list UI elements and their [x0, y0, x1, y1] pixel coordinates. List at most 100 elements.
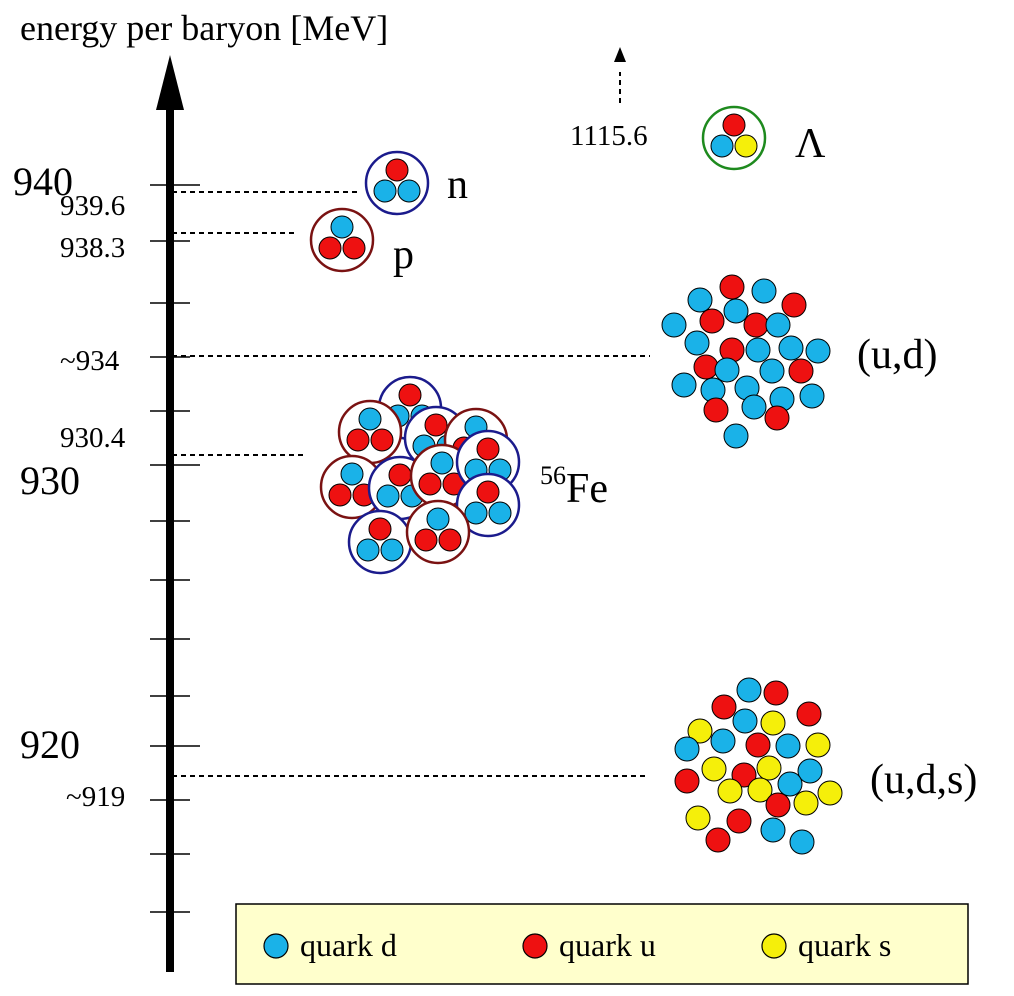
quark-u: [763, 680, 789, 706]
quark-d: [380, 538, 404, 562]
quark-s: [701, 756, 727, 782]
quark-s: [793, 790, 819, 816]
minor-label-930-4: 930.4: [60, 422, 126, 454]
quark-u: [719, 274, 745, 300]
iron-nucleus: [319, 375, 521, 575]
quark-d: [759, 358, 785, 384]
quark-d: [745, 337, 771, 363]
quark-u: [699, 308, 725, 334]
legend-swatch-u: [522, 933, 548, 959]
quark-u: [764, 405, 790, 431]
ud-matter-label: (u,d): [857, 332, 937, 378]
quark-u: [693, 354, 719, 380]
quark-d: [376, 484, 400, 508]
quark-d: [777, 771, 803, 797]
quark-u: [388, 463, 412, 487]
quark-u: [743, 312, 769, 338]
lambda-baryon: [701, 105, 767, 171]
quark-u: [476, 437, 500, 461]
quark-u: [703, 397, 729, 423]
legend-label-u: quark u: [559, 927, 656, 963]
quark-d: [723, 423, 749, 449]
level-lines: [172, 72, 650, 777]
quark-u: [424, 413, 448, 437]
quark-u: [731, 762, 757, 788]
quark-d: [805, 338, 831, 364]
quark-u: [726, 808, 752, 834]
legend: quark d quark u quark s: [235, 903, 969, 985]
proton-baryon: [309, 207, 375, 273]
quark-u: [318, 236, 342, 260]
energy-axis: [150, 55, 200, 972]
quark-u: [788, 358, 814, 384]
quark-d: [488, 501, 512, 525]
quark-d: [671, 372, 697, 398]
quark-u: [674, 768, 700, 794]
quark-d: [778, 335, 804, 361]
proton-label: p: [393, 232, 414, 278]
quark-u: [368, 517, 392, 541]
quark-s: [756, 755, 782, 781]
quark-u: [781, 292, 807, 318]
quark-u: [346, 428, 370, 452]
quark-s: [734, 134, 758, 158]
quark-u: [328, 483, 352, 507]
quark-u: [414, 528, 438, 552]
legend-label-d: quark d: [300, 927, 397, 963]
quark-d: [426, 507, 450, 531]
quark-u: [745, 732, 771, 758]
quark-u: [342, 236, 366, 260]
quark-d: [710, 134, 734, 158]
iron-symbol: Fe: [566, 466, 608, 512]
quark-d: [356, 538, 380, 562]
quark-u: [705, 827, 731, 853]
quark-d: [397, 179, 421, 203]
quark-d: [736, 677, 762, 703]
minor-label-938-3: 938.3: [60, 232, 125, 264]
quark-d: [373, 179, 397, 203]
axis-title: energy per baryon [MeV]: [20, 8, 388, 48]
minor-label-934: ~934: [60, 345, 120, 377]
quark-s: [817, 780, 843, 806]
quark-s: [760, 710, 786, 736]
quark-s: [805, 732, 831, 758]
quark-d: [799, 383, 825, 409]
uds-quark-matter: [674, 677, 843, 855]
quark-u: [398, 383, 422, 407]
quark-u: [722, 113, 746, 137]
quark-d: [464, 501, 488, 525]
quark-u: [711, 694, 737, 720]
quark-u: [370, 428, 394, 452]
neutron-baryon: [364, 150, 430, 216]
neutron-label: n: [447, 162, 468, 208]
quark-d: [661, 312, 687, 338]
quark-s: [685, 805, 711, 831]
legend-swatch-s: [761, 933, 787, 959]
minor-label-939-6: 939.6: [60, 190, 125, 222]
major-label-920: 920: [20, 722, 80, 767]
lambda-label: Λ: [795, 121, 826, 167]
lambda-arrow-head: [614, 47, 626, 62]
quark-d: [714, 357, 740, 383]
quark-d: [358, 407, 382, 431]
quark-u: [438, 528, 462, 552]
quark-u: [765, 792, 791, 818]
quark-d: [751, 278, 777, 304]
quark-d: [430, 451, 454, 475]
quark-d: [775, 733, 801, 759]
quark-d: [760, 817, 786, 843]
quark-s: [717, 778, 743, 804]
quark-d: [741, 394, 767, 420]
iron-mass-number: 56: [540, 461, 566, 490]
quark-d: [797, 758, 823, 784]
legend-swatch-d: [263, 933, 289, 959]
quark-d: [340, 462, 364, 486]
quark-u: [796, 701, 822, 727]
quark-s: [687, 718, 713, 744]
quark-d: [723, 298, 749, 324]
major-label-940: 940: [13, 159, 73, 204]
uds-matter-label: (u,d,s): [870, 757, 977, 803]
quark-d: [684, 330, 710, 356]
quark-d: [732, 708, 758, 734]
